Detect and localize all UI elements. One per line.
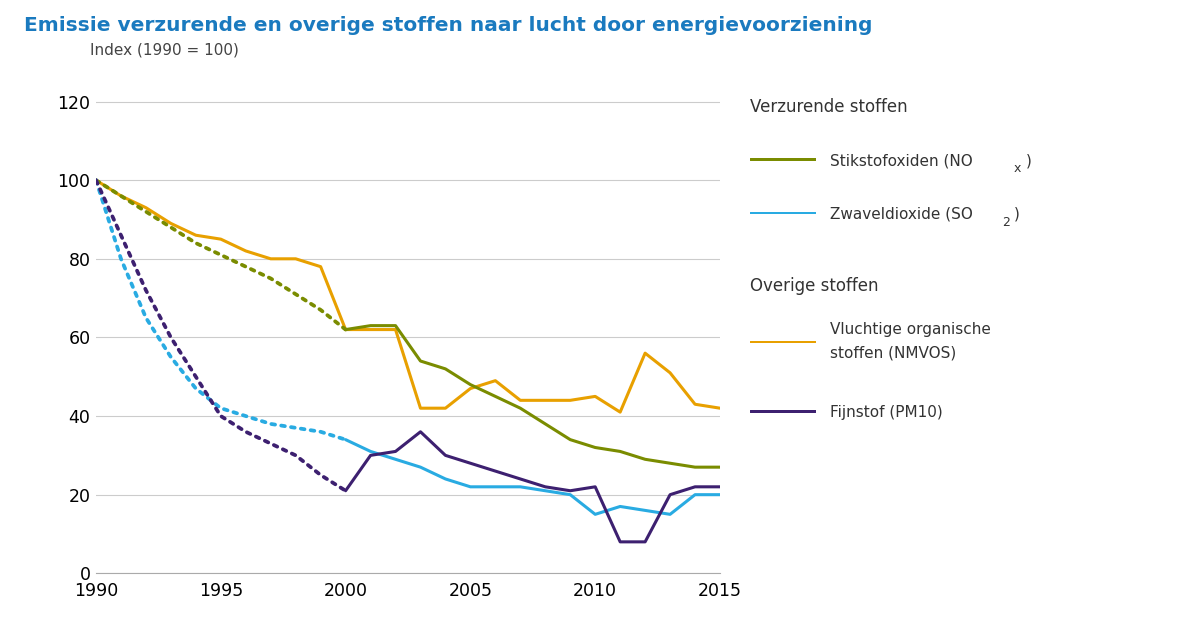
Text: 2: 2 — [1002, 216, 1010, 229]
Text: Zwaveldioxide (SO: Zwaveldioxide (SO — [830, 207, 973, 222]
Text: x: x — [1014, 163, 1021, 175]
Text: Vluchtige organische: Vluchtige organische — [830, 322, 991, 337]
Text: Fijnstof (PM10): Fijnstof (PM10) — [830, 405, 943, 420]
Text: Index (1990 = 100): Index (1990 = 100) — [90, 42, 239, 57]
Text: Verzurende stoffen: Verzurende stoffen — [750, 98, 907, 116]
Text: Overige stoffen: Overige stoffen — [750, 277, 878, 295]
Text: ): ) — [1014, 207, 1020, 222]
Text: ): ) — [1026, 153, 1032, 168]
Text: Stikstofoxiden (NO: Stikstofoxiden (NO — [830, 153, 973, 168]
Text: Emissie verzurende en overige stoffen naar lucht door energievoorziening: Emissie verzurende en overige stoffen na… — [24, 16, 872, 35]
Text: stoffen (NMVOS): stoffen (NMVOS) — [830, 345, 956, 360]
